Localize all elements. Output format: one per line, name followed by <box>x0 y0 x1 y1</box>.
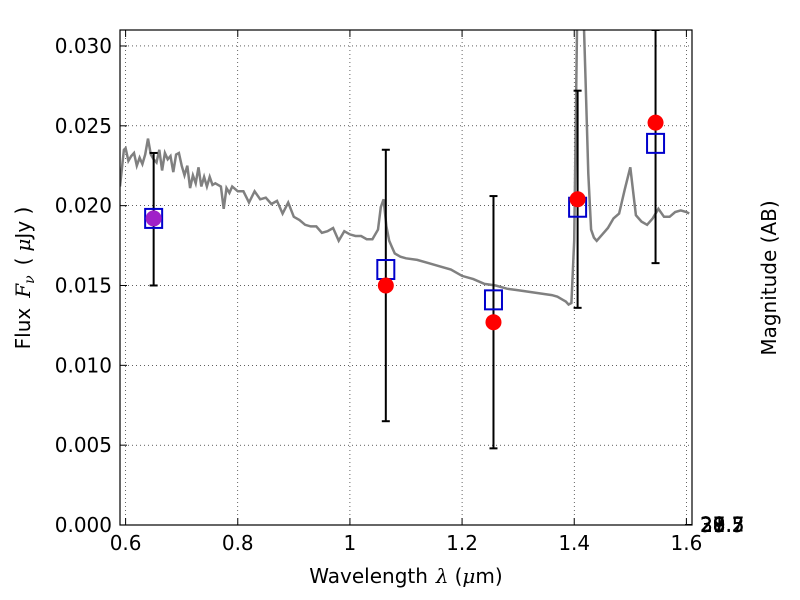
observed-flux-point <box>569 191 586 208</box>
y2-tick-label: 28.5 <box>700 513 745 537</box>
y-axis-title-unit-open: ( <box>11 258 35 266</box>
x-axis-title: Wavelength λ (μm) <box>309 564 502 588</box>
y-axis-title-subscript: ν <box>22 275 38 284</box>
y2-tick-label: 30 <box>700 513 725 537</box>
y2-tick-label: 28 <box>700 513 725 537</box>
y-axis-title: Flux Fν ( μJy ) <box>11 207 38 350</box>
y-axis-title-unit-rest: Jy ) <box>11 207 35 241</box>
observed-flux-point <box>145 210 162 227</box>
y2-tick-label: 29.5 <box>700 513 745 537</box>
x-axis-title-unit-open: ( <box>455 564 463 588</box>
x-tick-label: 1.6 <box>670 531 702 555</box>
y-axis-title-prefix: Flux <box>11 308 35 350</box>
plot-background <box>120 30 692 525</box>
synthetic-flux-square <box>144 207 164 229</box>
x-tick-label: 1 <box>344 531 357 555</box>
y-tick-label: 0.025 <box>55 114 112 138</box>
x-tick-label: 0.8 <box>222 531 254 555</box>
x-tick-label: 1.4 <box>558 531 590 555</box>
y-tick-label: 0.010 <box>55 353 112 377</box>
x-axis-title-unit-mu: μ <box>462 564 475 588</box>
y-tick-label: 0.030 <box>55 34 112 58</box>
observed-flux-point <box>485 314 502 331</box>
x-tick-label: 0.6 <box>110 531 142 555</box>
synthetic-flux-square <box>483 289 503 311</box>
y-tick-label: 0.000 <box>55 513 112 537</box>
x-axis-title-symbol: λ <box>435 564 449 588</box>
x-axis-title-unit-rest: m) <box>475 564 502 588</box>
x-axis-title-prefix: Wavelength <box>309 564 428 588</box>
y-tick-label: 0.005 <box>55 433 112 457</box>
axis-ticks: 0.6 0.8 1 1.2 1.4 1.6 0.000 0.005 0.010 0.015 0.02… <box>55 30 745 555</box>
y2-tick-label: 31 <box>700 513 725 537</box>
y-axis-title-symbol: F <box>11 283 35 299</box>
observed-flux-point <box>647 114 664 131</box>
synthetic-flux-square <box>646 132 666 154</box>
y-axis-title-unit-mu: μ <box>11 239 35 252</box>
y-tick-label: 0.020 <box>55 194 112 218</box>
plot-frame <box>119 29 693 526</box>
y-tick-label: 0.015 <box>55 273 112 297</box>
y2-tick-label: 29 <box>700 513 725 537</box>
y2-tick-label: 28.2 <box>700 513 745 537</box>
x-tick-label: 1.2 <box>446 531 478 555</box>
observed-photometry <box>145 114 664 331</box>
y2-tick-label: 27.7 <box>700 513 745 537</box>
observed-flux-point <box>377 277 394 294</box>
y2-axis-title: Magnitude (AB) <box>757 200 781 355</box>
plot-layer <box>120 30 690 450</box>
model-spectrum-line <box>120 30 690 307</box>
